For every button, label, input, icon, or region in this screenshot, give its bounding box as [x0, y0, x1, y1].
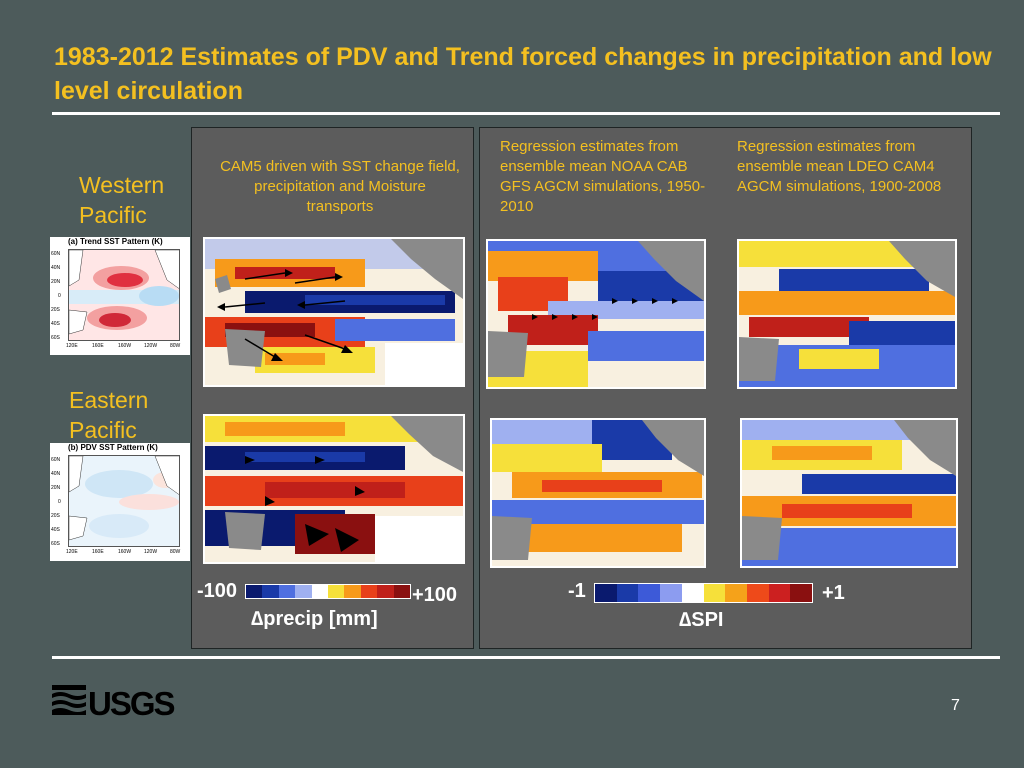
- spi-color-swatch: [746, 584, 769, 602]
- pdv-lon-tick: 120E: [66, 549, 78, 555]
- spi-color-swatch: [790, 584, 813, 602]
- spi-colorbar-title: ∆SPI: [679, 609, 724, 631]
- trend-lat-tick: 60N: [51, 251, 61, 257]
- precip-color-swatch: [278, 585, 296, 598]
- ldeo-eastern-pacific-map: [740, 418, 958, 568]
- spi-color-swatch: [616, 584, 639, 602]
- pdv-lat-tick: 40N: [51, 471, 61, 477]
- label-western-pacific: Western Pacific: [79, 172, 165, 228]
- pdv-lat-tick: 60N: [51, 457, 61, 463]
- spi-colorbar: [594, 583, 813, 603]
- spi-color-swatch: [681, 584, 704, 602]
- top-divider: [52, 112, 1000, 115]
- trend-sst-title: (a) Trend SST Pattern (K): [68, 237, 163, 246]
- pdv-sst-title: (b) PDV SST Pattern (K): [68, 443, 158, 452]
- pdv-lat-tick: 0: [58, 499, 61, 505]
- pdv-sst-map: [68, 455, 180, 547]
- usgs-logo-text: USGS: [88, 685, 175, 717]
- trend-lon-tick: 160W: [118, 343, 132, 349]
- spi-color-swatch: [703, 584, 726, 602]
- precip-color-swatch: [262, 585, 279, 598]
- precip-color-swatch: [246, 585, 263, 598]
- spi-color-swatch: [595, 584, 617, 602]
- spi-colorbar-max: +1: [822, 582, 845, 604]
- precip-colorbar-max: +100: [412, 584, 458, 606]
- noaa-western-pacific-map: [486, 239, 706, 389]
- ldeo-caption: Regression estimates from ensemble mean …: [737, 138, 942, 195]
- precip-color-swatch: [344, 585, 361, 598]
- trend-lat-tick: 60S: [51, 335, 60, 341]
- page-number: 7: [951, 697, 960, 714]
- slide-title: 1983-2012 Estimates of PDV and Trend for…: [54, 43, 992, 105]
- pdv-lon-tick: 160W: [118, 549, 132, 555]
- trend-lon-tick: 160E: [92, 343, 104, 349]
- cam5-caption: CAM5 driven with SST change field, preci…: [220, 158, 460, 215]
- precip-color-swatch: [311, 585, 329, 598]
- pdv-lat-tick: 60S: [51, 541, 60, 547]
- trend-lat-tick: 0: [58, 293, 61, 299]
- precip-color-swatch: [377, 585, 394, 598]
- ldeo-western-pacific-map: [737, 239, 957, 389]
- trend-lon-tick: 120W: [144, 343, 158, 349]
- cam5-western-pacific-map: [203, 237, 465, 387]
- pdv-lat-tick: 40S: [51, 527, 60, 533]
- trend-lon-tick: 120E: [66, 343, 78, 349]
- trend-lat-tick: 40N: [51, 265, 61, 271]
- trend-lat-tick: 20S: [51, 307, 60, 313]
- pdv-lat-tick: 20S: [51, 513, 60, 519]
- precip-color-swatch: [328, 585, 345, 598]
- precip-colorbar-title: ∆precip [mm]: [251, 608, 378, 630]
- precip-color-swatch: [295, 585, 312, 598]
- trend-lat-tick: 40S: [51, 321, 60, 327]
- precip-colorbar: [245, 584, 411, 599]
- pdv-lon-tick: 120W: [144, 549, 158, 555]
- spi-color-swatch: [660, 584, 682, 602]
- precip-color-swatch: [360, 585, 378, 598]
- spi-color-swatch: [638, 584, 661, 602]
- spi-colorbar-min: -1: [568, 580, 586, 602]
- spi-color-swatch: [725, 584, 747, 602]
- pdv-lon-tick: 80W: [170, 549, 181, 555]
- spi-color-swatch: [768, 584, 791, 602]
- precip-color-swatch: [393, 585, 411, 598]
- trend-lon-tick: 80W: [170, 343, 181, 349]
- usgs-logo: USGS: [52, 683, 182, 722]
- noaa-eastern-pacific-map: [490, 418, 706, 568]
- trend-sst-pattern-panel: (a) Trend SST Pattern (K) 60N 40N 20N 0 …: [50, 237, 190, 355]
- pdv-lon-tick: 160E: [92, 549, 104, 555]
- label-eastern-pacific: Eastern Pacific: [69, 387, 149, 443]
- pdv-lat-tick: 20N: [51, 485, 61, 491]
- pdv-sst-pattern-panel: (b) PDV SST Pattern (K) 60N 40N 20N 0 20…: [50, 443, 190, 561]
- trend-lat-tick: 20N: [51, 279, 61, 285]
- bottom-divider: [52, 656, 1000, 659]
- cam5-eastern-pacific-map: [203, 414, 465, 564]
- precip-colorbar-min: -100: [197, 580, 238, 602]
- trend-sst-map: [68, 249, 180, 341]
- noaa-caption: Regression estimates from ensemble mean …: [500, 138, 706, 215]
